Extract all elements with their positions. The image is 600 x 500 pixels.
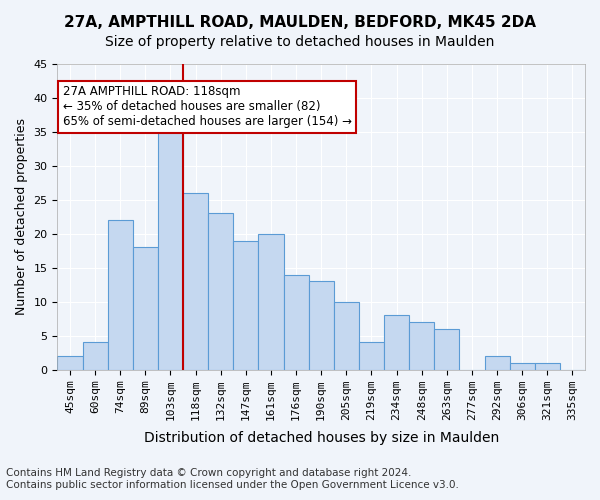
Bar	[158, 118, 183, 370]
Bar	[233, 240, 259, 370]
Bar	[83, 342, 107, 369]
Bar	[359, 342, 384, 369]
Bar	[183, 193, 208, 370]
Bar	[485, 356, 509, 370]
Text: 27A AMPTHILL ROAD: 118sqm
← 35% of detached houses are smaller (82)
65% of semi-: 27A AMPTHILL ROAD: 118sqm ← 35% of detac…	[62, 86, 352, 128]
Text: 27A, AMPTHILL ROAD, MAULDEN, BEDFORD, MK45 2DA: 27A, AMPTHILL ROAD, MAULDEN, BEDFORD, MK…	[64, 15, 536, 30]
Bar	[308, 282, 334, 370]
Bar	[535, 363, 560, 370]
Text: Size of property relative to detached houses in Maulden: Size of property relative to detached ho…	[106, 35, 494, 49]
X-axis label: Distribution of detached houses by size in Maulden: Distribution of detached houses by size …	[143, 431, 499, 445]
Y-axis label: Number of detached properties: Number of detached properties	[15, 118, 28, 316]
Text: Contains HM Land Registry data © Crown copyright and database right 2024.
Contai: Contains HM Land Registry data © Crown c…	[6, 468, 459, 490]
Bar	[509, 363, 535, 370]
Bar	[384, 316, 409, 370]
Bar	[259, 234, 284, 370]
Bar	[107, 220, 133, 370]
Bar	[58, 356, 83, 370]
Bar	[208, 214, 233, 370]
Bar	[434, 329, 460, 370]
Bar	[284, 274, 308, 370]
Bar	[409, 322, 434, 370]
Bar	[334, 302, 359, 370]
Bar	[133, 248, 158, 370]
